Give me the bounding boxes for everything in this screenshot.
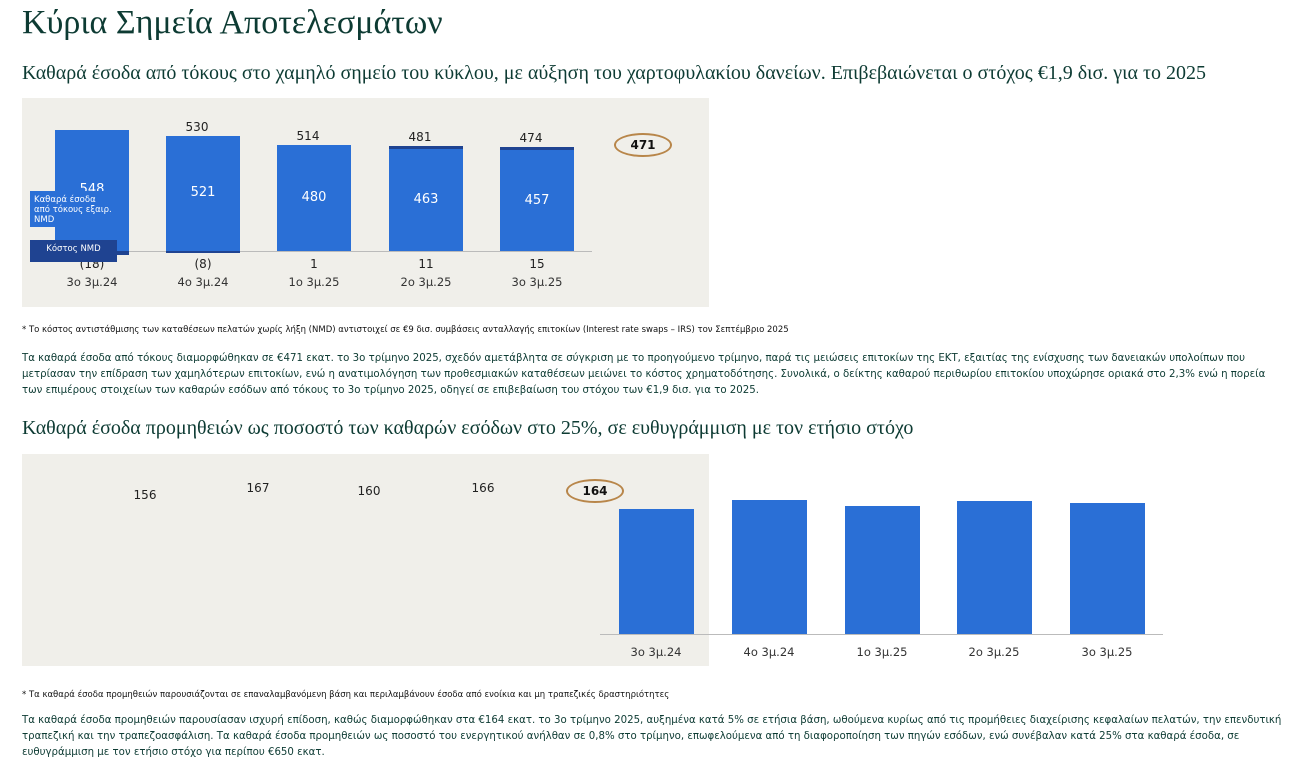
value-label: 156 bbox=[133, 488, 157, 502]
category-label: 3ο 3μ.25 bbox=[1081, 645, 1133, 659]
highlight-value: 164 bbox=[566, 479, 624, 503]
category-label: 3ο 3μ.24 bbox=[630, 645, 682, 659]
nmd-label: (8) bbox=[194, 257, 212, 271]
value-label: 167 bbox=[246, 481, 270, 495]
total-label: 514 bbox=[296, 128, 320, 143]
value-label: 160 bbox=[357, 484, 381, 498]
nmd-label: 11 bbox=[418, 257, 434, 271]
nmd-label: 1 bbox=[310, 257, 318, 271]
total-label: 481 bbox=[408, 130, 432, 145]
bar-nmd-cost bbox=[166, 251, 240, 253]
page-title: Κύρια Σημεία Αποτελεσμάτων bbox=[22, 4, 443, 41]
bar-nii-ex-nmd bbox=[389, 148, 463, 251]
highlight-total: 471 bbox=[614, 133, 672, 157]
bar-nii-ex-nmd bbox=[277, 144, 351, 251]
value-label: 457 bbox=[524, 192, 550, 208]
legend-nii-ex-nmd: Καθαρά έσοδα από τόκους εξαιρ. NMD bbox=[30, 191, 116, 227]
value-label: 166 bbox=[471, 481, 495, 495]
chart1-panel bbox=[22, 98, 709, 307]
section2-paragraph: Τα καθαρά έσοδα προμηθειών παρουσίασαν ι… bbox=[22, 715, 1282, 758]
total-label: 530 bbox=[185, 119, 209, 134]
category-label: 4ο 3μ.24 bbox=[177, 275, 229, 289]
bar-nmd-cost bbox=[389, 146, 463, 149]
bar-nii-ex-nmd bbox=[55, 129, 129, 251]
total-label: 474 bbox=[519, 130, 543, 145]
value-label: 480 bbox=[301, 189, 327, 205]
section1-heading: Καθαρά έσοδα από τόκους στο χαμηλό σημεί… bbox=[22, 62, 1207, 84]
bar-fees bbox=[1069, 502, 1145, 634]
bar-fees bbox=[731, 500, 807, 634]
bar-nii-ex-nmd bbox=[166, 135, 240, 251]
category-label: 3ο 3μ.25 bbox=[511, 275, 563, 289]
section2-heading: Καθαρά έσοδα προμηθειών ως ποσοστό των κ… bbox=[22, 417, 914, 439]
x-axis bbox=[600, 634, 1163, 635]
bar-fees bbox=[618, 509, 694, 634]
category-label: 1ο 3μ.25 bbox=[856, 645, 908, 659]
category-label: 1ο 3μ.25 bbox=[288, 275, 340, 289]
category-label: 4ο 3μ.24 bbox=[743, 645, 795, 659]
legend-nmd-cost: Κόστος NMD bbox=[30, 240, 117, 262]
section1-footnote: * Το κόστος αντιστάθμισης των καταθέσεων… bbox=[22, 325, 789, 335]
value-label: 521 bbox=[190, 185, 216, 201]
bar-nmd-cost bbox=[500, 146, 574, 150]
bar-fees bbox=[844, 506, 920, 634]
bar-fees bbox=[956, 501, 1032, 634]
nmd-label: 15 bbox=[529, 257, 545, 271]
category-label: 2ο 3μ.25 bbox=[400, 275, 452, 289]
category-label: 3ο 3μ.24 bbox=[66, 275, 118, 289]
section1-paragraph: Τα καθαρά έσοδα από τόκους διαμορφώθηκαν… bbox=[22, 353, 1266, 396]
x-axis bbox=[30, 251, 592, 252]
bar-nii-ex-nmd bbox=[500, 150, 574, 251]
value-label: 463 bbox=[413, 191, 439, 207]
category-label: 2ο 3μ.25 bbox=[968, 645, 1020, 659]
section2-footnote: * Τα καθαρά έσοδα προμηθειών παρουσιάζον… bbox=[22, 690, 670, 700]
